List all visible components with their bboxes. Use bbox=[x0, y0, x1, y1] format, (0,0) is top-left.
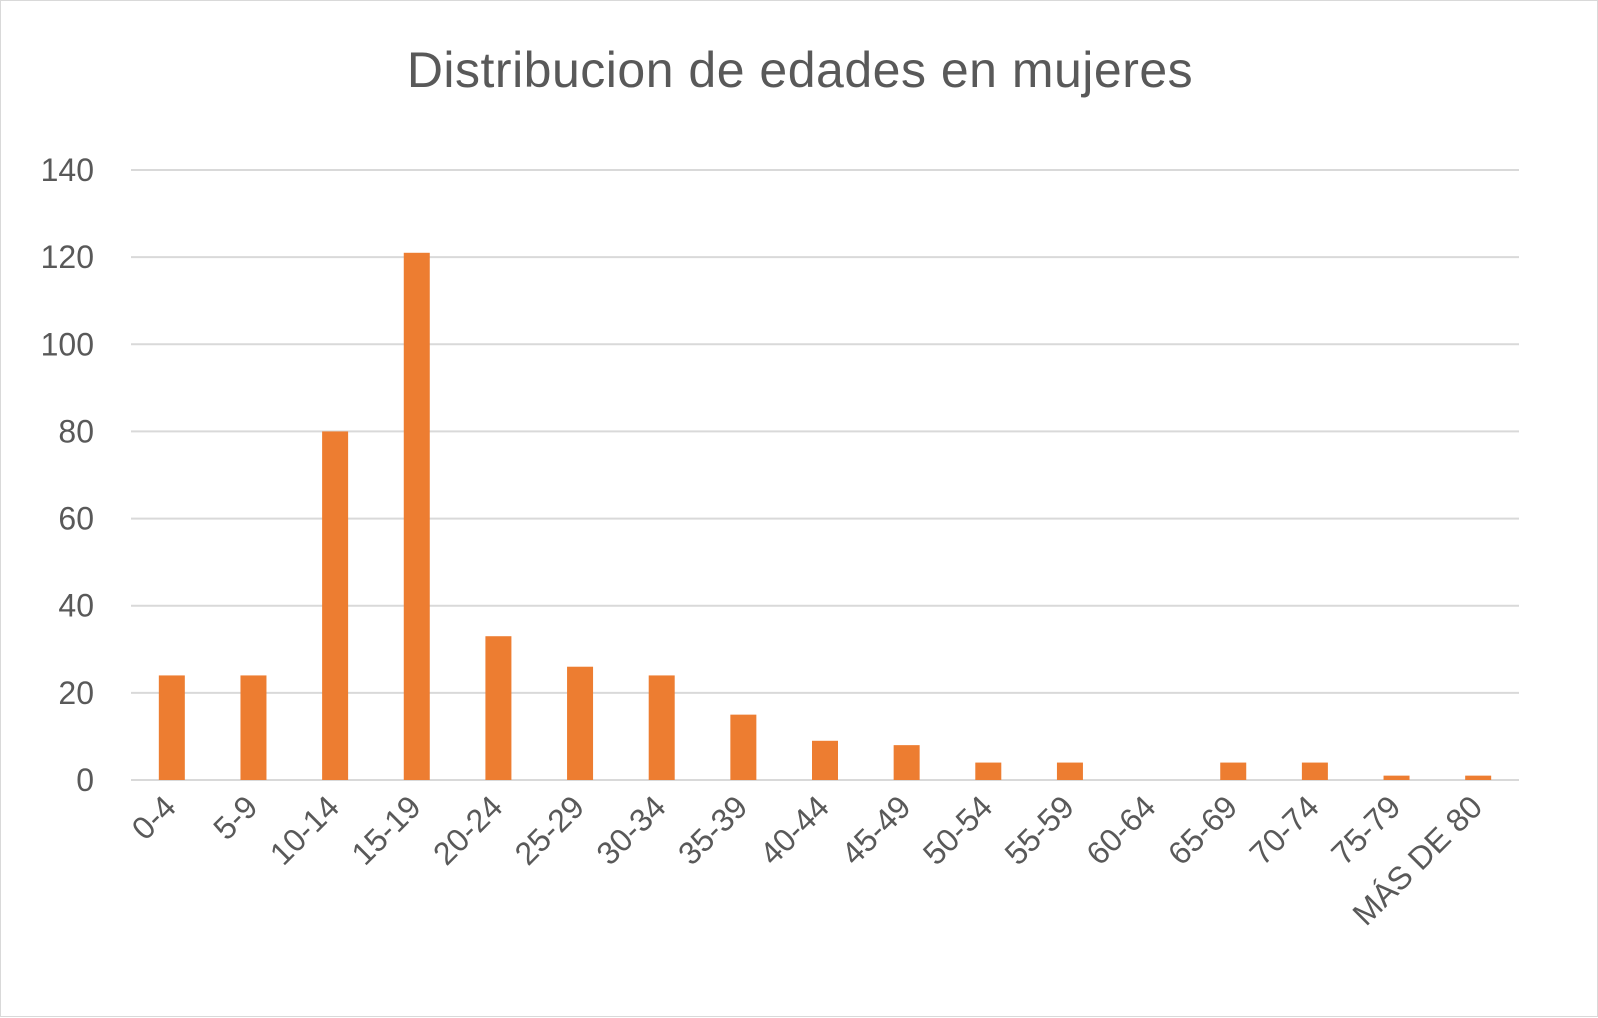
gridlines bbox=[131, 169, 1519, 781]
x-tick-label: 25-29 bbox=[508, 788, 591, 871]
bar-55-59 bbox=[1056, 762, 1083, 780]
x-tick-label: 15-19 bbox=[344, 788, 427, 871]
y-tick-label: 80 bbox=[58, 413, 94, 449]
x-tick-label: 30-34 bbox=[589, 788, 672, 871]
bar-10-14 bbox=[322, 431, 349, 780]
y-tick-label: 60 bbox=[58, 501, 94, 537]
bar-30-34 bbox=[648, 675, 675, 780]
bars bbox=[158, 252, 1492, 781]
bar-25-29 bbox=[567, 666, 594, 780]
x-tick-label: 50-54 bbox=[916, 788, 999, 871]
x-tick-label: 55-59 bbox=[998, 788, 1081, 871]
x-tick-label: 45-49 bbox=[834, 788, 917, 871]
bar-45-49 bbox=[893, 745, 920, 780]
x-tick-label: 5-9 bbox=[206, 788, 264, 846]
bar-más-de-80 bbox=[1465, 775, 1492, 780]
bar-15-19 bbox=[403, 252, 430, 781]
y-tick-label: 20 bbox=[58, 675, 94, 711]
bar-50-54 bbox=[975, 762, 1002, 780]
bar-75-79 bbox=[1383, 775, 1410, 780]
bar-65-69 bbox=[1220, 762, 1247, 780]
bar-40-44 bbox=[812, 740, 838, 780]
bar-20-24 bbox=[485, 636, 512, 780]
y-tick-label: 140 bbox=[41, 152, 94, 188]
y-tick-label: 0 bbox=[76, 762, 94, 798]
x-tick-label: 65-69 bbox=[1161, 788, 1244, 871]
bar-35-39 bbox=[730, 714, 757, 780]
x-axis-tick-labels: 0-4 5-910-1415-1920-2425-2930-3435-3940-4… bbox=[125, 788, 1490, 932]
chart-title: Distribucion de edades en mujeres bbox=[406, 42, 1194, 98]
bar-5-9 bbox=[240, 675, 267, 780]
x-tick-label: 35-39 bbox=[671, 788, 754, 871]
x-tick-label: 70-74 bbox=[1243, 788, 1326, 871]
y-tick-label: 120 bbox=[41, 239, 94, 275]
x-tick-label: 40-44 bbox=[753, 788, 836, 871]
x-tick-label: 60-64 bbox=[1079, 788, 1162, 871]
x-tick-label: 0-4 bbox=[125, 788, 183, 846]
x-tick-label: 20-24 bbox=[426, 788, 509, 871]
y-axis-tick-labels: 0 20 40 60 80 100 120 140 bbox=[41, 152, 94, 798]
bar-70-74 bbox=[1301, 762, 1328, 780]
x-tick-label: 10-14 bbox=[263, 788, 346, 871]
y-tick-label: 40 bbox=[58, 588, 94, 624]
bar-0-4 bbox=[158, 675, 185, 780]
y-tick-label: 100 bbox=[41, 326, 94, 362]
